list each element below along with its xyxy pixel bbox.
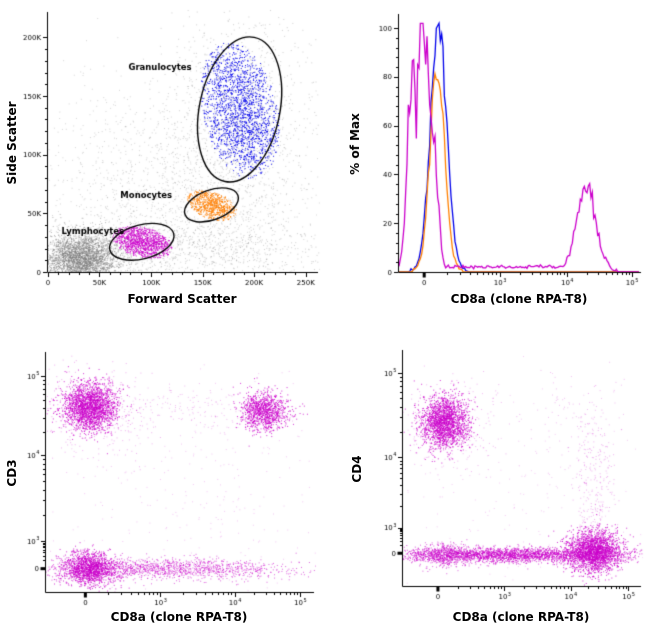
cd8a-histogram-canvas bbox=[325, 0, 650, 318]
cd4-y-axis-label: CD4 bbox=[350, 455, 364, 483]
cd3-y-axis-label: CD3 bbox=[5, 459, 19, 487]
panel-scatter-fsc-ssc: Forward Scatter Side Scatter bbox=[0, 0, 325, 318]
panel-histogram-cd8a: CD8a (clone RPA-T8) % of Max bbox=[325, 0, 650, 318]
cd3-panel-x-axis-label: CD8a (clone RPA-T8) bbox=[110, 610, 248, 624]
cd4-cd8a-plot-canvas bbox=[325, 318, 650, 636]
cd8a-hist-x-axis-label: CD8a (clone RPA-T8) bbox=[450, 292, 588, 306]
panel-scatter-cd3-cd8a: CD8a (clone RPA-T8) CD3 bbox=[0, 318, 325, 636]
fsc-ssc-plot-canvas bbox=[0, 0, 325, 318]
panel-scatter-cd4-cd8a: CD8a (clone RPA-T8) CD4 bbox=[325, 318, 650, 636]
fsc-x-axis-label: Forward Scatter bbox=[127, 292, 237, 306]
cd3-cd8a-plot-canvas bbox=[0, 318, 325, 636]
cd4-panel-x-axis-label: CD8a (clone RPA-T8) bbox=[452, 610, 590, 624]
pct-of-max-y-axis-label: % of Max bbox=[348, 113, 362, 175]
ssc-y-axis-label: Side Scatter bbox=[5, 101, 19, 185]
